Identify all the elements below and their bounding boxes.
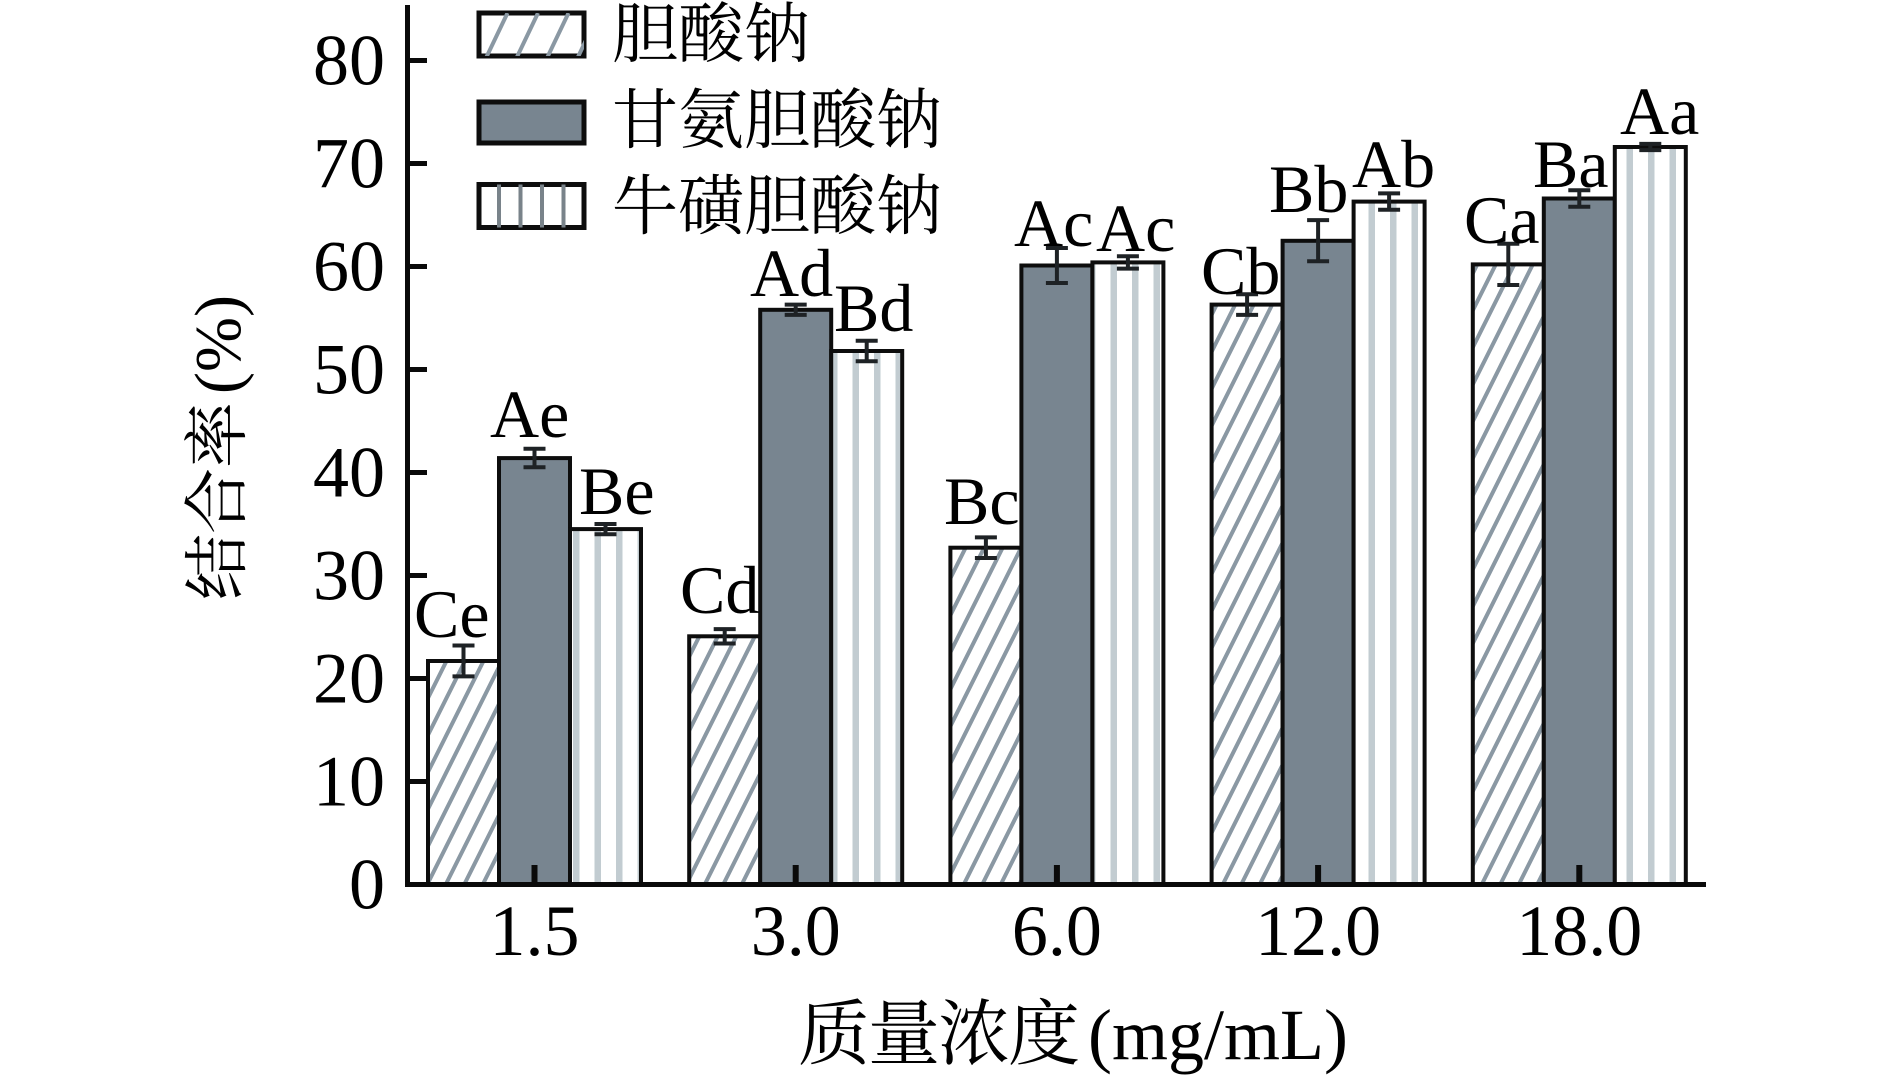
svg-text:12.0: 12.0	[1255, 891, 1381, 971]
svg-text:60: 60	[313, 227, 385, 307]
svg-text:Aa: Aa	[1620, 73, 1699, 149]
svg-text:10: 10	[313, 742, 385, 822]
svg-text:Be: Be	[579, 453, 655, 529]
svg-text:Bb: Bb	[1269, 151, 1348, 227]
svg-text:Ce: Ce	[414, 576, 490, 652]
svg-text:80: 80	[313, 21, 385, 101]
svg-text:40: 40	[313, 433, 385, 513]
svg-text:1.5: 1.5	[490, 891, 580, 971]
svg-text:Ac: Ac	[1096, 190, 1175, 266]
svg-text:(mg/mL): (mg/mL)	[1088, 995, 1348, 1075]
svg-text:Cd: Cd	[680, 552, 759, 628]
svg-text:6.0: 6.0	[1012, 891, 1102, 971]
svg-text:50: 50	[313, 330, 385, 410]
svg-text:Ad: Ad	[750, 235, 833, 311]
svg-text:3.0: 3.0	[751, 891, 841, 971]
svg-text:20: 20	[313, 639, 385, 719]
svg-text:Ab: Ab	[1352, 126, 1435, 202]
svg-text:(%): (%)	[182, 295, 255, 394]
svg-text:Bd: Bd	[834, 270, 913, 346]
svg-text:Ca: Ca	[1464, 182, 1540, 258]
svg-text:Bc: Bc	[944, 463, 1020, 539]
svg-text:70: 70	[313, 124, 385, 204]
svg-text:Ae: Ae	[490, 376, 569, 452]
svg-text:Ac: Ac	[1014, 185, 1093, 261]
svg-text:Ba: Ba	[1533, 126, 1609, 202]
svg-text:18.0: 18.0	[1516, 891, 1642, 971]
svg-text:0: 0	[349, 845, 385, 925]
svg-text:30: 30	[313, 536, 385, 616]
svg-text:Cb: Cb	[1201, 233, 1280, 309]
